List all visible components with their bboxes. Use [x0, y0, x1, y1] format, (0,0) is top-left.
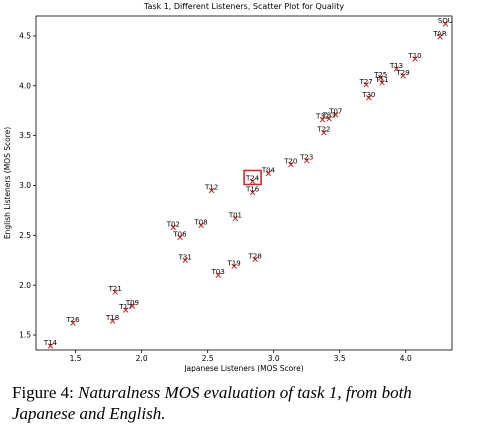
data-point-t11: T11	[374, 76, 389, 86]
x-tick-label: 1.5	[70, 354, 82, 363]
y-tick-label: 4.0	[19, 81, 31, 90]
data-point-t17: T17	[118, 303, 132, 313]
data-point-t03: T03	[211, 268, 225, 278]
data-point-t29: T29	[396, 69, 410, 79]
data-point-t01: T01	[228, 211, 242, 222]
point-label: T23	[299, 154, 313, 162]
x-tick-label: 2.5	[202, 354, 214, 363]
point-label: T03	[211, 268, 225, 276]
y-tick-label: 3.5	[19, 131, 31, 140]
data-point-sou: SOU	[438, 17, 453, 27]
data-point-t02: T02	[166, 220, 180, 231]
y-tick-label: 2.5	[19, 231, 31, 240]
axes: 1.5 2.0 2.5 3.0 3.5 4.0 1.5 2.0 2.5 3.0 3.5 4.0 4.5	[19, 32, 412, 363]
point-label: T28	[248, 252, 262, 260]
point-label: T01	[228, 211, 242, 219]
data-point-t06: T06	[172, 230, 187, 241]
data-point-t20: T20	[283, 158, 297, 168]
data-point-t12: T12	[204, 183, 218, 194]
data-point-t28: T28	[248, 252, 262, 263]
point-label: TAR	[432, 30, 447, 38]
plot-area	[35, 15, 453, 351]
point-label: T14	[43, 339, 58, 347]
data-point-t27: T27	[359, 78, 373, 88]
data-point-t08: T08	[193, 218, 208, 229]
data-point-t26: T26	[65, 316, 80, 326]
point-label: T30	[361, 91, 375, 99]
point-label: T20	[283, 158, 297, 166]
data-point-t09: T09	[125, 299, 139, 309]
point-label: T11	[374, 76, 388, 84]
data-point-tar: TAR	[432, 30, 447, 40]
point-label: T22	[316, 126, 330, 134]
point-label: T09	[125, 299, 139, 307]
point-label: T12	[204, 183, 218, 191]
point-label: T27	[359, 78, 373, 86]
point-label: T31	[178, 253, 192, 261]
point-label: T13	[389, 62, 403, 70]
data-point-t16: T16	[245, 185, 260, 196]
data-point-t32: T32	[315, 113, 329, 123]
point-label: T08	[193, 218, 207, 226]
highlight-box	[243, 169, 262, 186]
point-label: T26	[65, 316, 80, 324]
y-tick-label: 2.0	[19, 281, 31, 290]
point-label: T02	[166, 220, 180, 228]
scatter-figure: Task 1, Different Listeners, Scatter Plo…	[3, 2, 453, 372]
point-label: T06	[172, 230, 187, 238]
point-label: T10	[407, 52, 421, 60]
x-tick-label: 3.5	[334, 354, 346, 363]
point-label: T07	[328, 108, 342, 116]
point-label: T21	[108, 285, 122, 293]
figure-caption: Figure 4: Naturalness MOS evaluation of …	[12, 382, 468, 424]
point-label: T18	[105, 314, 119, 322]
point-label: T33	[322, 112, 336, 120]
point-label: T17	[118, 303, 132, 311]
x-tick-label: 3.0	[268, 354, 280, 363]
data-point-t33: T33	[322, 112, 336, 122]
data-point-t04: T04	[261, 167, 276, 177]
x-tick-label: 4.0	[400, 354, 412, 363]
x-tick-label: 2.0	[136, 354, 148, 363]
point-label: T16	[245, 185, 260, 193]
data-point-t25: T25	[373, 71, 387, 81]
data-point-t19: T19	[227, 259, 241, 270]
point-label: T24	[245, 175, 260, 183]
caption-text: Naturalness MOS evaluation of task 1, fr…	[12, 383, 412, 423]
y-tick-label: 1.5	[19, 331, 31, 340]
data-point-t18: T18	[105, 314, 119, 324]
data-point-t30: T30	[361, 91, 375, 101]
point-label: T04	[261, 167, 276, 175]
y-tick-label: 4.5	[19, 32, 31, 41]
caption-label: Figure 4:	[12, 383, 74, 402]
point-label: T25	[373, 71, 387, 79]
point-label: T29	[396, 69, 410, 77]
scatter-chart: Task 1, Different Listeners, Scatter Plo…	[3, 2, 453, 372]
data-point-t21: T21	[108, 285, 122, 295]
chart-title: Task 1, Different Listeners, Scatter Plo…	[143, 2, 344, 11]
data-point-t31: T31	[178, 253, 192, 264]
y-axis-label: English Listeners (MOS Score)	[3, 127, 12, 239]
point-label: T19	[227, 259, 241, 267]
y-tick-label: 3.0	[19, 181, 31, 190]
x-axis-label: Japanese Listeners (MOS Score)	[183, 364, 303, 372]
data-point-t07: T07	[328, 108, 342, 118]
point-label: SOU	[438, 17, 453, 25]
data-point-t24: T24	[243, 169, 262, 186]
data-point-t22: T22	[316, 126, 330, 136]
data-point-t13: T13	[389, 62, 403, 72]
point-label: T32	[315, 113, 329, 121]
data-point-t14: T14	[43, 339, 58, 349]
data-point-t10: T10	[407, 52, 422, 62]
data-point-t23: T23	[299, 154, 313, 164]
